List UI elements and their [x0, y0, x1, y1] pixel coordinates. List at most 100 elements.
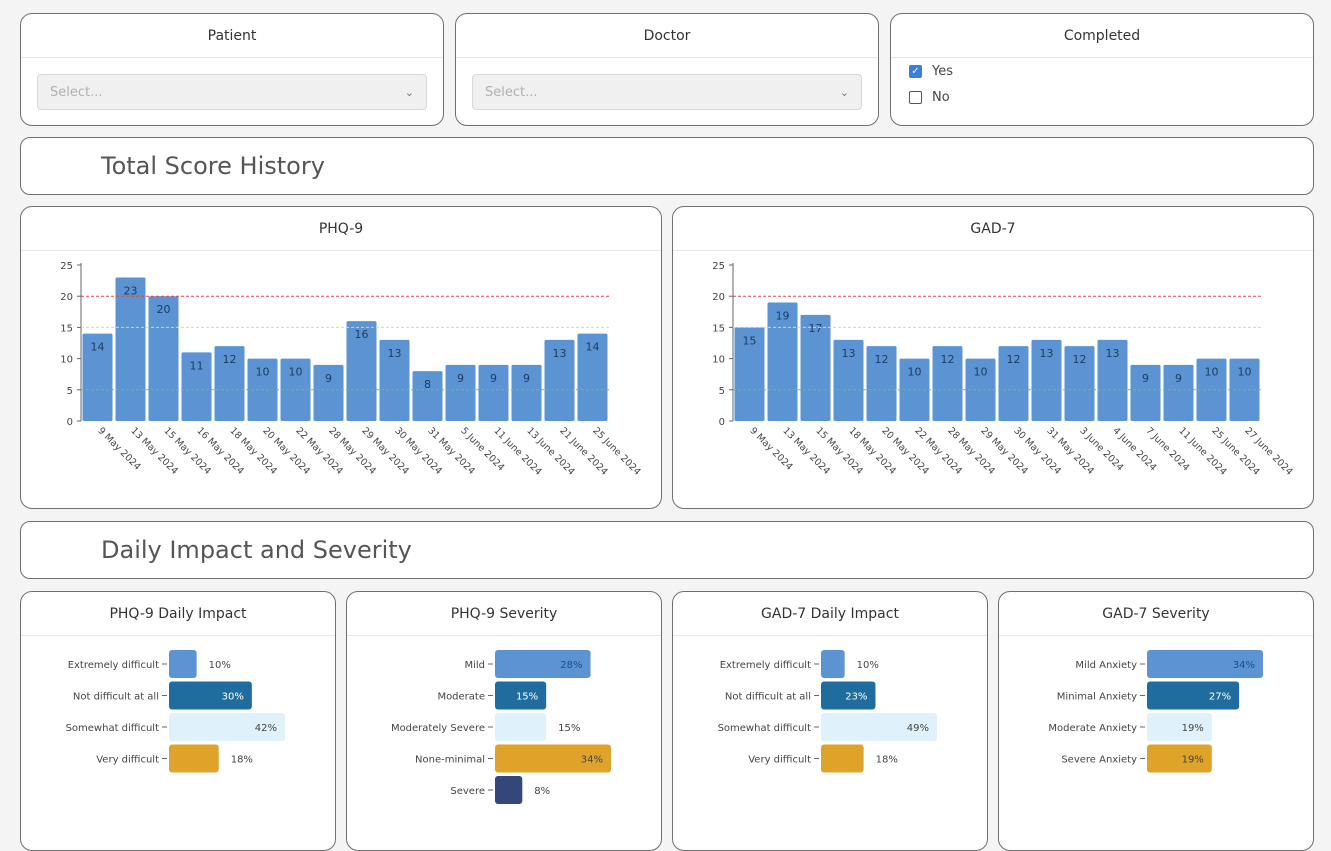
gad7-bar-label: 10	[974, 366, 988, 379]
gad7-y-tick-label: 15	[712, 323, 725, 334]
phq9-severity-category-label: Moderately Severe	[391, 723, 485, 734]
patient-select[interactable]: Select... ⌄	[37, 74, 427, 110]
section-total-score-history: Total Score History	[20, 137, 1314, 195]
gad7-bar-label: 13	[842, 347, 856, 360]
phq9-impact-bar	[169, 681, 252, 710]
phq9-severity-category-label: Moderate	[437, 692, 485, 703]
phq9-bar	[313, 364, 344, 421]
phq9-impact-bar-label: 18%	[231, 755, 253, 766]
gad7-bar-label: 9	[1175, 372, 1182, 385]
patient-filter-title: Patient	[21, 14, 443, 58]
gad7-impact-chart: Extremely difficult 10% Not difficult at a…	[718, 650, 937, 773]
gad7-y-tick-label: 25	[712, 261, 725, 272]
phq9-impact-bar	[169, 744, 219, 773]
gad7-bar	[1196, 358, 1227, 421]
gad7-severity-bar	[1147, 681, 1240, 710]
phq9-severity-category-label: None-minimal	[415, 755, 485, 766]
phq9-bar-label: 13	[388, 347, 402, 360]
gad7-bar-label: 12	[1073, 353, 1087, 366]
phq9-severity-category-label: Mild	[464, 660, 485, 671]
phq9-y-tick-label: 25	[60, 261, 73, 272]
gad7-severity-bar-label: 19%	[1182, 723, 1204, 734]
phq9-impact-bar	[169, 713, 285, 741]
gad7-impact-category-label: Not difficult at all	[725, 692, 811, 703]
gad7-bar	[998, 346, 1029, 421]
gad7-bar	[1031, 339, 1062, 421]
section-title: Daily Impact and Severity	[101, 536, 412, 564]
phq9-severity-title: PHQ-9 Severity	[347, 592, 661, 636]
phq9-bar	[478, 364, 509, 421]
gad7-severity-category-label: Minimal Anxiety	[1057, 692, 1137, 703]
gad7-severity-bar-label: 27%	[1209, 692, 1231, 703]
phq9-y-tick-label: 0	[67, 417, 73, 428]
gad7-bar	[1097, 339, 1128, 421]
phq9-bar-label: 14	[91, 341, 105, 354]
phq9-severity-bar	[495, 776, 523, 804]
phq9-bar-label: 12	[223, 353, 237, 366]
phq9-impact-category-label: Extremely difficult	[68, 660, 159, 671]
phq9-bar	[544, 339, 575, 421]
gad7-y-tick-label: 5	[719, 386, 725, 397]
completed-no-option[interactable]: No	[909, 90, 950, 105]
gad7-bar-label: 10	[1238, 366, 1252, 379]
phq9-bar-label: 10	[289, 366, 303, 379]
phq9-severity-bar	[495, 681, 547, 710]
completed-yes-label: Yes	[932, 64, 953, 79]
gad7-severity-title: GAD-7 Severity	[999, 592, 1313, 636]
gad7-bar-label: 12	[1007, 353, 1021, 366]
checkmark-icon[interactable]: ✓	[909, 65, 922, 78]
phq9-severity-bar-label: 15%	[516, 692, 538, 703]
phq9-bar	[445, 364, 476, 421]
gad7-severity-bar	[1147, 744, 1212, 773]
gad7-impact-category-label: Extremely difficult	[720, 660, 811, 671]
gad7-bar-label: 10	[1205, 366, 1219, 379]
phq9-impact-bar-label: 42%	[255, 723, 277, 734]
phq9-bar	[280, 358, 311, 421]
gad7-history-card: GAD-7 0 5 10 15 20 25 15 9 May 2024 19 13 May 202…	[672, 206, 1314, 509]
completed-no-label: No	[932, 90, 950, 105]
gad7-bar	[1163, 364, 1194, 421]
completed-yes-option[interactable]: ✓ Yes	[909, 64, 953, 79]
gad7-y-tick-label: 20	[712, 292, 725, 303]
phq9-impact-bar-label: 30%	[222, 692, 244, 703]
gad7-impact-bar	[821, 713, 937, 741]
phq9-severity-bar-label: 28%	[560, 660, 582, 671]
phq9-bar-label: 20	[157, 303, 171, 316]
phq9-bar	[577, 333, 608, 421]
gad7-y-tick-label: 10	[712, 355, 725, 366]
chevron-down-icon: ⌄	[404, 85, 414, 99]
checkbox-icon[interactable]	[909, 91, 922, 104]
gad7-impact-bar-label: 18%	[876, 755, 898, 766]
phq9-bar-label: 9	[523, 372, 530, 385]
phq9-severity-bar-label: 15%	[558, 723, 580, 734]
gad7-severity-category-label: Severe Anxiety	[1061, 755, 1137, 766]
phq9-bar-label: 9	[325, 372, 332, 385]
gad7-bar-label: 10	[908, 366, 922, 379]
completed-filter-title: Completed	[891, 14, 1313, 58]
gad7-severity-category-label: Mild Anxiety	[1075, 660, 1137, 671]
gad7-bar	[932, 346, 963, 421]
phq9-bar	[181, 352, 212, 421]
phq9-impact-title: PHQ-9 Daily Impact	[21, 592, 335, 636]
phq9-bar-label: 13	[553, 347, 567, 360]
phq9-bar	[412, 371, 443, 421]
phq9-bar-label: 23	[124, 284, 138, 297]
section-daily-impact: Daily Impact and Severity	[20, 521, 1314, 579]
gad7-bar	[767, 302, 798, 421]
phq9-bar-label: 14	[586, 341, 600, 354]
phq9-severity-card: PHQ-9 Severity Mild 28% Moderate 15% Moderat…	[346, 591, 662, 851]
gad7-impact-bar	[821, 681, 876, 710]
phq9-history-card: PHQ-9 0 5 10 15 20 25 14 9 May 2024 23 13 May 202…	[20, 206, 662, 509]
gad7-impact-category-label: Very difficult	[748, 755, 811, 766]
doctor-filter-card: Doctor Select... ⌄	[455, 13, 879, 126]
gad7-impact-bar	[821, 744, 864, 773]
gad7-severity-card: GAD-7 Severity Mild Anxiety 34% Minimal An…	[998, 591, 1314, 851]
phq9-severity-bar-label: 8%	[534, 786, 550, 797]
gad7-severity-chart: Mild Anxiety 34% Minimal Anxiety 27% Moderat…	[1048, 650, 1263, 773]
doctor-select[interactable]: Select... ⌄	[472, 74, 862, 110]
gad7-bar	[1064, 346, 1095, 421]
phq9-impact-bar-label: 10%	[209, 660, 231, 671]
phq9-bar	[115, 277, 146, 421]
phq9-bar	[214, 346, 245, 421]
